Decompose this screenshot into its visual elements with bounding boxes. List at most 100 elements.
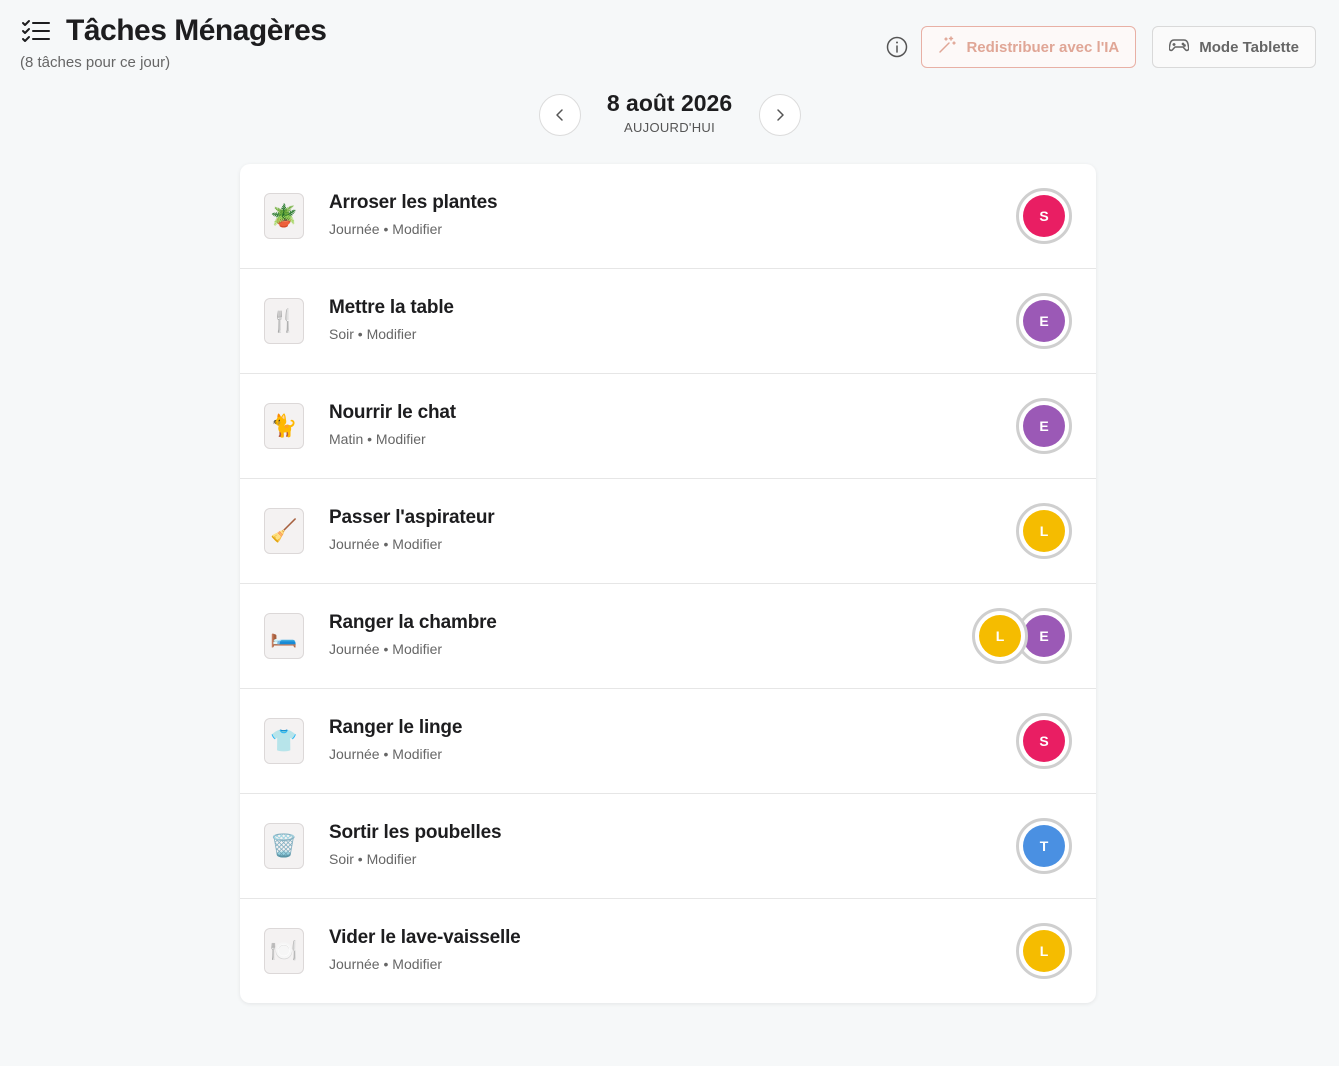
task-title: Mettre la table [329, 296, 454, 318]
top-actions: Redistribuer avec l'IA Mode Tablette [885, 26, 1316, 68]
task-row[interactable]: 👕 Ranger le linge Journée • Modifier S [240, 689, 1096, 794]
task-meta: Journée • Modifier [329, 955, 443, 972]
date-navigator: 8 août 2026 AUJOURD'HUI [0, 88, 1339, 136]
task-period: Journée [329, 220, 380, 237]
task-period: Soir [329, 325, 354, 342]
chevron-left-icon [555, 109, 563, 121]
assignees: T [1016, 818, 1072, 874]
task-title: Nourrir le chat [329, 401, 456, 423]
assignee-avatar[interactable]: L [1016, 503, 1072, 559]
task-meta: Journée • Modifier [329, 535, 443, 552]
task-meta: Soir • Modifier [329, 325, 417, 342]
tablet-mode-label: Mode Tablette [1199, 38, 1299, 56]
tablet-mode-button[interactable]: Mode Tablette [1152, 26, 1316, 68]
task-text: Ranger la chambre Journée • Modifier [329, 612, 497, 657]
broom-icon: 🧹 [264, 508, 304, 554]
modify-link[interactable]: Modifier [366, 325, 417, 342]
assignee-avatar[interactable]: S [1016, 188, 1072, 244]
modify-link[interactable]: Modifier [366, 850, 417, 867]
gamepad-icon [1168, 37, 1190, 57]
task-title: Arroser les plantes [329, 191, 498, 213]
previous-day-button[interactable] [538, 94, 581, 136]
avatar-initial: E [1023, 300, 1065, 342]
task-text: Ranger le linge Journée • Modifier [329, 717, 462, 762]
info-icon[interactable] [885, 35, 909, 59]
task-meta: Soir • Modifier [329, 850, 417, 867]
avatar-initial: L [1023, 930, 1065, 972]
task-row[interactable]: 🐈 Nourrir le chat Matin • Modifier E [240, 374, 1096, 479]
task-list: 🪴 Arroser les plantes Journée • Modifier… [240, 164, 1096, 1003]
assignee-avatar[interactable]: E [1016, 293, 1072, 349]
avatar-initial: S [1023, 195, 1065, 237]
redistribute-ai-button[interactable]: Redistribuer avec l'IA [921, 26, 1137, 68]
task-row[interactable]: 🍴 Mettre la table Soir • Modifier E [240, 269, 1096, 374]
task-period: Journée [329, 745, 380, 762]
next-day-button[interactable] [758, 94, 801, 136]
task-title: Passer l'aspirateur [329, 506, 495, 528]
assignees: S [1016, 188, 1072, 244]
bed-icon: 🛏️ [264, 613, 304, 659]
assignees: S [1016, 713, 1072, 769]
task-row[interactable]: 🧹 Passer l'aspirateur Journée • Modifier… [240, 479, 1096, 584]
assignees: E L [972, 608, 1072, 664]
modify-link[interactable]: Modifier [392, 745, 443, 762]
task-period: Journée [329, 955, 380, 972]
modify-link[interactable]: Modifier [392, 535, 443, 552]
title-row: Tâches Ménagères [20, 14, 327, 48]
plant-icon: 🪴 [264, 193, 304, 239]
header: Tâches Ménagères (8 tâches pour ce jour) [20, 14, 327, 71]
checklist-menu-icon[interactable] [20, 15, 52, 47]
task-meta: Journée • Modifier [329, 745, 443, 762]
task-meta: Journée • Modifier [329, 220, 443, 237]
cat-icon: 🐈 [264, 403, 304, 449]
task-meta: Journée • Modifier [329, 640, 443, 657]
today-label: AUJOURD'HUI [623, 120, 715, 135]
modify-link[interactable]: Modifier [392, 640, 443, 657]
assignee-avatar[interactable]: L [1016, 923, 1072, 979]
tshirt-icon: 👕 [264, 718, 304, 764]
plate-icon: 🍽️ [264, 928, 304, 974]
assignees: E [1016, 398, 1072, 454]
modify-link[interactable]: Modifier [375, 430, 426, 447]
task-row[interactable]: 🪴 Arroser les plantes Journée • Modifier… [240, 164, 1096, 269]
task-text: Nourrir le chat Matin • Modifier [329, 402, 456, 447]
task-title: Vider le lave-vaisselle [329, 926, 521, 948]
task-title: Sortir les poubelles [329, 821, 502, 843]
page-title: Tâches Ménagères [66, 14, 327, 47]
task-text: Arroser les plantes Journée • Modifier [329, 191, 498, 237]
task-text: Mettre la table Soir • Modifier [329, 297, 454, 342]
avatar-initial: S [1023, 720, 1065, 762]
current-date: 8 août 2026 [606, 90, 733, 116]
assignees: L [1016, 503, 1072, 559]
magic-wand-icon [938, 36, 957, 58]
modify-link[interactable]: Modifier [392, 955, 443, 972]
modify-link[interactable]: Modifier [392, 220, 443, 237]
task-row[interactable]: 🗑️ Sortir les poubelles Soir • Modifier … [240, 794, 1096, 899]
task-text: Vider le lave-vaisselle Journée • Modifi… [329, 927, 521, 972]
avatar-initial: L [979, 615, 1021, 657]
task-text: Sortir les poubelles Soir • Modifier [329, 821, 502, 867]
avatar-initial: T [1023, 825, 1065, 867]
assignee-avatar[interactable]: L [972, 608, 1028, 664]
assignee-avatar[interactable]: E [1016, 398, 1072, 454]
avatar-initial: L [1023, 510, 1065, 552]
task-title: Ranger la chambre [329, 611, 497, 633]
task-count-subtitle: (8 tâches pour ce jour) [20, 54, 171, 71]
task-title: Ranger le linge [329, 716, 463, 738]
task-row[interactable]: 🍽️ Vider le lave-vaisselle Journée • Mod… [240, 899, 1096, 1003]
assignee-avatar[interactable]: S [1016, 713, 1072, 769]
assignee-avatar[interactable]: T [1016, 818, 1072, 874]
task-period: Soir [329, 850, 354, 867]
task-meta: Matin • Modifier [329, 430, 426, 447]
task-text: Passer l'aspirateur Journée • Modifier [329, 506, 495, 552]
fork-knife-icon: 🍴 [264, 298, 304, 344]
task-period: Journée [329, 640, 380, 657]
trash-bin-icon: 🗑️ [264, 823, 304, 869]
avatar-initial: E [1023, 405, 1065, 447]
assignees: E [1016, 293, 1072, 349]
assignees: L [1016, 923, 1072, 979]
chevron-right-icon [776, 109, 784, 121]
task-row[interactable]: 🛏️ Ranger la chambre Journée • Modifier … [240, 584, 1096, 689]
redistribute-ai-label: Redistribuer avec l'IA [966, 38, 1120, 56]
task-period: Journée [329, 535, 380, 552]
